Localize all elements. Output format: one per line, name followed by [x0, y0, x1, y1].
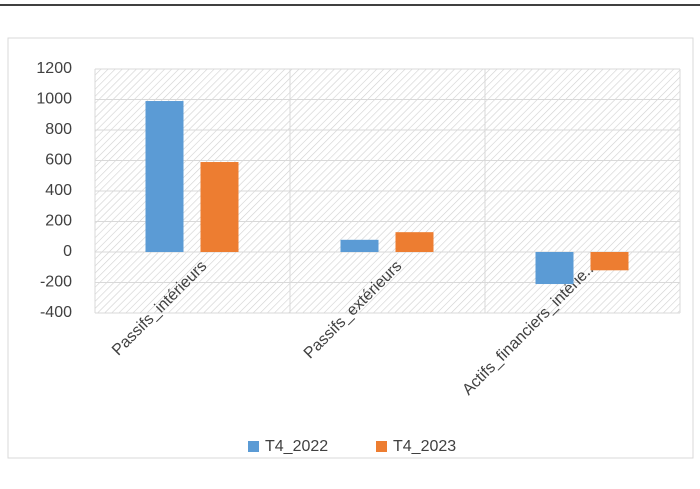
- bar: [340, 239, 379, 252]
- bar: [395, 232, 434, 252]
- bar: [590, 252, 629, 271]
- y-tick-label: 1200: [36, 60, 72, 77]
- y-tick-label: 1000: [36, 91, 72, 108]
- bar: [535, 252, 574, 285]
- y-tick-label: 800: [45, 121, 72, 138]
- y-tick-label: -200: [40, 274, 72, 291]
- bar: [145, 101, 184, 253]
- legend-label: T4_2023: [393, 438, 456, 455]
- y-tick-label: 200: [45, 213, 72, 230]
- bar: [200, 162, 239, 252]
- y-tick-label: 600: [45, 152, 72, 169]
- y-tick-label: 0: [63, 243, 72, 260]
- y-tick-label: 400: [45, 182, 72, 199]
- legend-label: T4_2022: [265, 438, 328, 455]
- legend-swatch: [248, 441, 259, 452]
- y-tick-label: -400: [40, 304, 72, 321]
- legend-swatch: [376, 441, 387, 452]
